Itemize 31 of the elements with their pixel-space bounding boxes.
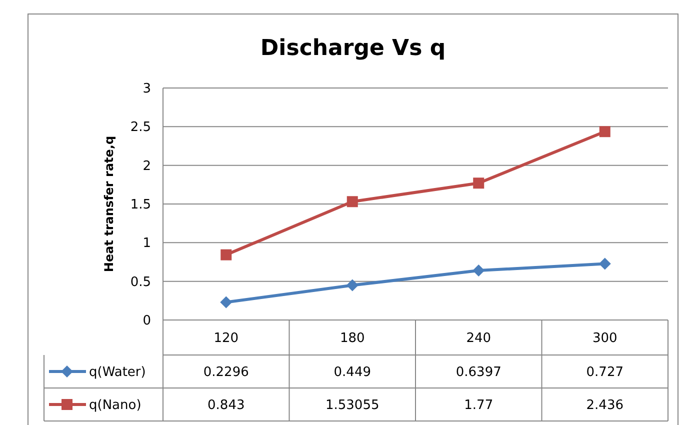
data-label: 0.6397 — [456, 365, 502, 380]
y-axis-title: Heat transfer rate,q — [102, 136, 116, 272]
data-label: 0.2296 — [203, 365, 249, 380]
y-tick-label: 1 — [142, 236, 151, 252]
y-tick-label: 3 — [142, 82, 151, 97]
data-label: 2.436 — [586, 398, 624, 414]
x-tick-label: 180 — [340, 331, 365, 346]
legend-label: q(Water) — [89, 365, 146, 380]
y-tick-label: 1.5 — [130, 198, 151, 213]
y-tick-label: 0.5 — [130, 274, 151, 290]
point — [346, 196, 358, 208]
point — [598, 258, 611, 270]
point — [346, 279, 358, 292]
data-label: 1.53055 — [325, 398, 380, 414]
chart-title: Discharge Vs q — [260, 36, 446, 61]
legend-label: q(Nano) — [89, 398, 142, 414]
point — [220, 249, 232, 260]
x-tick-label: 300 — [592, 331, 618, 346]
y-tick-label: 0 — [142, 314, 151, 329]
point — [472, 264, 485, 277]
x-tick-label: 120 — [214, 331, 239, 346]
point — [220, 296, 232, 308]
y-tick-label: 2.5 — [130, 120, 151, 136]
data-label: 0.727 — [586, 365, 624, 380]
x-tick-label: 240 — [466, 331, 492, 346]
data-label: 0.449 — [334, 365, 371, 380]
point — [473, 178, 484, 189]
data-label: 0.843 — [208, 398, 245, 414]
y-tick-label: 2 — [142, 158, 151, 174]
point — [599, 126, 610, 138]
data-label: 1.77 — [464, 398, 494, 414]
